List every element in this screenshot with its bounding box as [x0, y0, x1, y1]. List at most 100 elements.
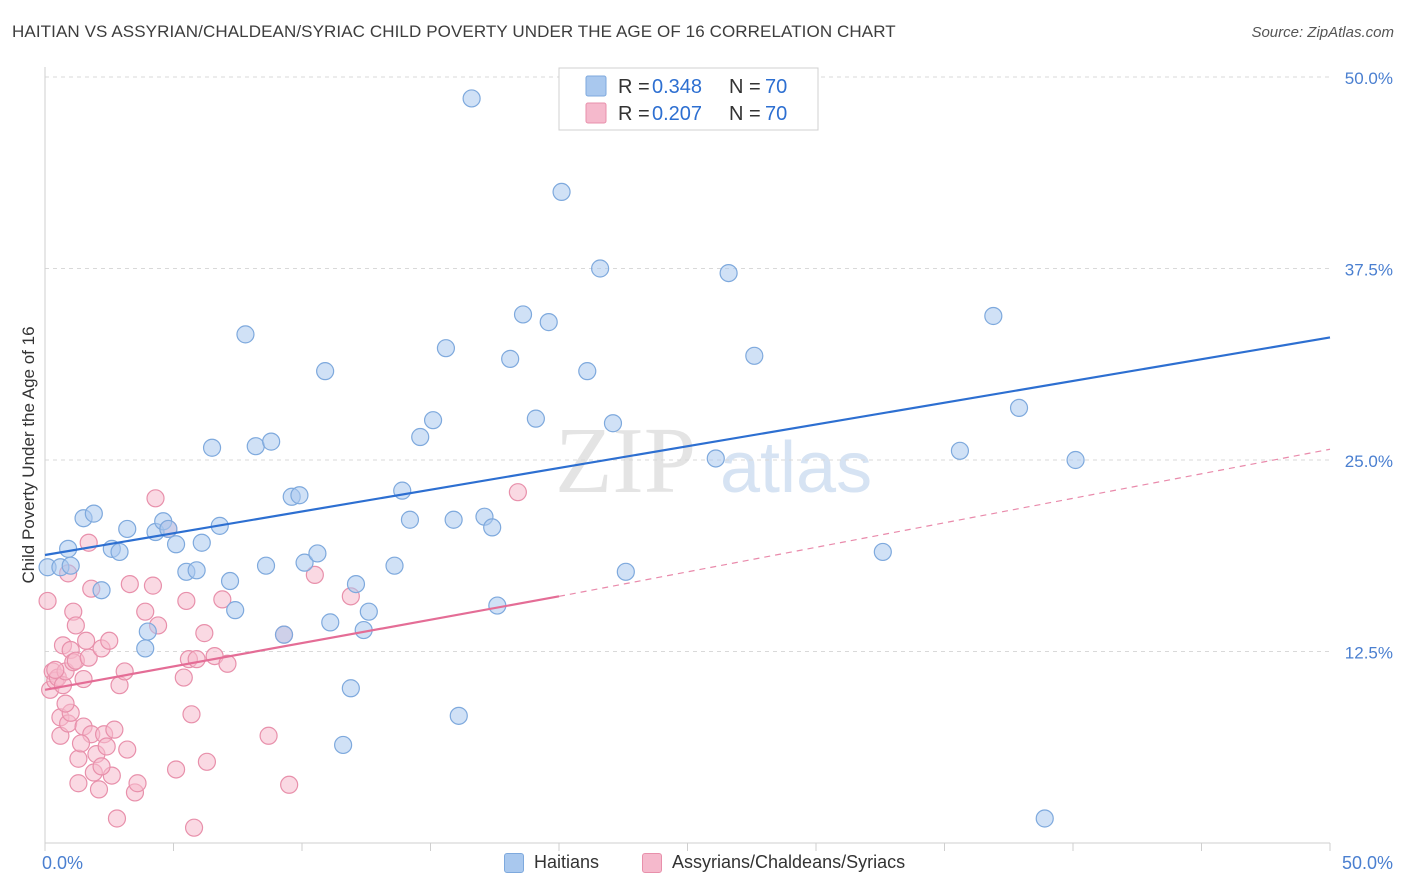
haitian-point — [552, 182, 571, 201]
x-tick-labels: 0.0% 50.0% — [42, 853, 1393, 873]
assyrian-point — [66, 616, 85, 635]
legend-swatch-assyrians — [585, 102, 607, 124]
haitian-point — [359, 602, 378, 621]
haitian-point — [59, 539, 78, 558]
y-axis-label: Child Poverty Under the Age of 16 — [19, 326, 38, 583]
haitian-point — [411, 427, 430, 447]
haitian-point — [513, 305, 533, 324]
haitian-point — [591, 259, 610, 278]
haitian-point — [110, 542, 129, 562]
assyrian-point — [508, 483, 527, 502]
assyrian-point — [38, 591, 57, 611]
gridlines — [45, 76, 1330, 652]
legend-swatch-haitians — [585, 75, 607, 97]
assyrian-trendline-extension — [558, 448, 1331, 597]
assyrian-point — [69, 774, 88, 793]
haitian-point — [501, 349, 520, 368]
haitian-point — [539, 313, 558, 332]
haitian-point — [202, 438, 222, 457]
haitian-point — [192, 533, 211, 552]
assyrian-point — [166, 760, 186, 779]
assyrian-point — [128, 774, 147, 793]
assyrian-point — [174, 668, 193, 687]
legend-item-assyrians: Assyrians/Chaldeans/Syriacs — [642, 852, 905, 873]
assyrian-point — [195, 624, 214, 643]
legend-n-label: N = — [729, 103, 761, 125]
watermark: ZIP atlas — [555, 409, 872, 513]
assyrian-point — [46, 660, 65, 679]
legend-label-assyrians: Assyrians/Chaldeans/Syriacs — [672, 852, 906, 872]
haitian-point — [290, 486, 309, 505]
legend-r-label: R = — [618, 76, 650, 98]
haitian-point — [873, 542, 892, 562]
legend-r-value: 0.348 — [652, 76, 702, 98]
haitian-point — [256, 556, 276, 575]
assyrian-point — [213, 590, 232, 609]
legend-n-value: 70 — [765, 103, 787, 125]
haitian-point — [449, 706, 468, 725]
legend-n-label: N = — [729, 76, 761, 98]
haitian-points — [38, 89, 1085, 828]
haitian-point — [166, 535, 186, 554]
legend: R = 0.348 N = 70 R = 0.207 N = 70 — [558, 67, 819, 131]
haitian-point — [385, 556, 404, 575]
haitian-point — [341, 679, 360, 698]
haitian-point — [745, 346, 764, 365]
haitian-point — [84, 504, 103, 523]
assyrian-point — [89, 780, 109, 799]
haitian-point — [226, 601, 245, 620]
assyrian-point — [120, 574, 139, 594]
chart-title: HAITIAN VS ASSYRIAN/CHALDEAN/SYRIAC CHIL… — [12, 22, 896, 41]
haitian-point — [1009, 398, 1029, 418]
assyrian-point — [143, 576, 163, 595]
haitian-point — [61, 556, 80, 575]
assyrian-point — [280, 775, 299, 794]
y-tick-label: 25.0% — [1345, 452, 1393, 471]
assyrian-trendline — [44, 595, 560, 691]
assyrian-point — [305, 565, 324, 585]
assyrian-point — [184, 818, 204, 837]
series-legend: Haitians Assyrians/Chaldeans/Syriacs — [0, 852, 1406, 878]
assyrian-point — [79, 648, 98, 667]
haitian-point — [92, 581, 111, 600]
assyrian-point — [107, 809, 127, 828]
assyrian-point — [71, 734, 91, 753]
y-tick-label: 50.0% — [1345, 69, 1393, 88]
y-tick-labels: 12.5% 25.0% 37.5% 50.0% — [1345, 69, 1393, 663]
assyrian-point — [56, 694, 75, 713]
assyrian-point — [136, 602, 155, 621]
assyrian-point — [97, 737, 116, 756]
haitian-point — [138, 622, 157, 641]
haitian-point — [1066, 450, 1085, 470]
watermark-atlas: atlas — [720, 428, 872, 508]
assyrian-point — [77, 631, 96, 650]
legend-n-value: 70 — [765, 76, 787, 98]
assyrian-points — [38, 483, 527, 837]
haitian-point — [950, 441, 970, 460]
assyrian-point — [218, 654, 237, 673]
haitian-point — [346, 574, 366, 594]
assyrian-point — [197, 752, 217, 771]
haitian-point — [719, 263, 738, 283]
haitian-point — [423, 411, 443, 430]
haitian-point — [706, 449, 725, 468]
haitian-point — [616, 562, 635, 581]
legend-r-value: 0.207 — [652, 103, 702, 125]
haitian-point — [603, 414, 623, 433]
haitian-point — [321, 613, 340, 632]
legend-swatch-haitians — [504, 852, 524, 873]
trendlines — [44, 336, 1331, 691]
assyrian-point — [187, 650, 206, 669]
haitian-point — [274, 625, 294, 644]
assyrian-point — [92, 757, 111, 776]
assyrian-point — [182, 705, 201, 724]
legend-item-haitians: Haitians — [504, 852, 599, 873]
assyrian-point — [100, 631, 119, 650]
haitian-point — [136, 639, 155, 658]
assyrian-point — [105, 720, 124, 739]
haitian-trendline — [44, 336, 1331, 557]
haitian-point — [187, 561, 206, 580]
haitian-point — [246, 437, 265, 456]
haitian-point — [236, 325, 255, 344]
